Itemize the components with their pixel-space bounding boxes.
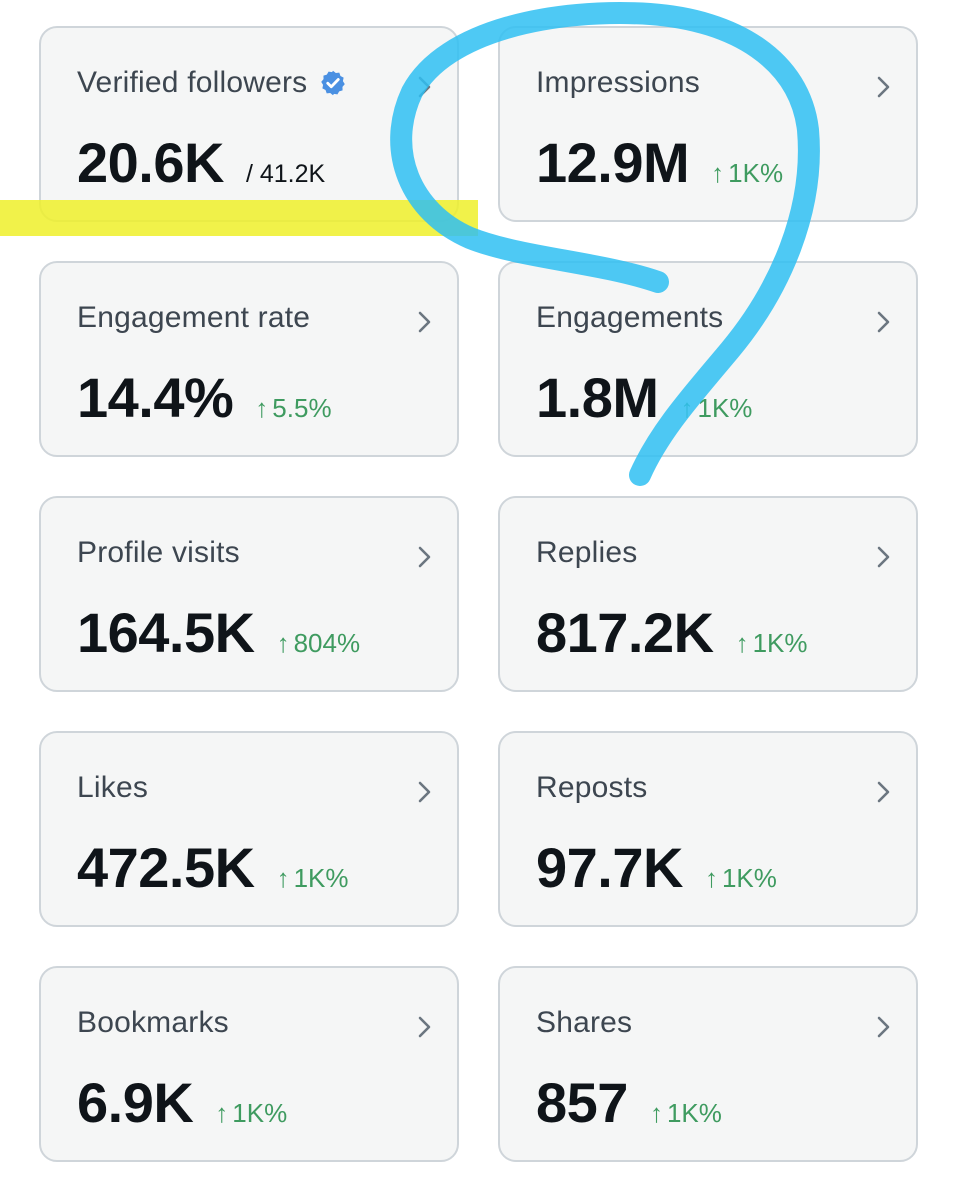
value-row: 6.9K ↑ 1K% — [77, 1070, 287, 1135]
value-row: 472.5K ↑ 1K% — [77, 835, 349, 900]
arrow-up-icon: ↑ — [276, 628, 290, 658]
metric-value: 817.2K — [536, 601, 714, 664]
chevron-right-icon — [418, 781, 431, 803]
card-title: Profile visits — [77, 536, 240, 569]
card-title: Engagements — [536, 301, 724, 334]
metric-delta: ↑ 1K% — [649, 1098, 722, 1128]
chevron-right-icon — [877, 76, 890, 98]
metric-delta: ↑ 1K% — [276, 863, 349, 893]
chevron-right-icon — [877, 1016, 890, 1038]
card-likes[interactable]: Likes 472.5K ↑ 1K% — [39, 731, 459, 927]
card-title: Engagement rate — [77, 301, 311, 334]
metric-delta: ↑ 5.5% — [255, 393, 332, 423]
metric-total: / 41.2K — [245, 160, 326, 188]
arrow-up-icon: ↑ — [215, 1098, 229, 1128]
card-verified-followers[interactable]: Verified followers 20.6K / 41.2K — [39, 26, 459, 222]
arrow-up-icon: ↑ — [711, 158, 725, 188]
chevron-right-icon — [418, 1016, 431, 1038]
card-title: Shares — [536, 1006, 633, 1039]
card-engagements[interactable]: Engagements 1.8M ↑ 1K% — [498, 261, 918, 457]
metric-value: 164.5K — [77, 601, 255, 664]
card-reposts[interactable]: Reposts 97.7K ↑ 1K% — [498, 731, 918, 927]
arrow-up-icon: ↑ — [735, 628, 749, 658]
card-title: Impressions — [536, 66, 700, 99]
chevron-right-icon — [418, 76, 431, 98]
card-title: Likes — [77, 771, 149, 804]
value-row: 1.8M ↑ 1K% — [536, 365, 752, 430]
metric-delta: ↑ 1K% — [735, 628, 808, 658]
metric-delta: ↑ 1K% — [680, 393, 753, 423]
chevron-right-icon — [877, 781, 890, 803]
metric-value: 6.9K — [77, 1071, 194, 1134]
metric-value: 14.4% — [77, 366, 234, 429]
value-row: 97.7K ↑ 1K% — [536, 835, 777, 900]
card-title: Replies — [536, 536, 638, 569]
metric-value: 1.8M — [536, 366, 659, 429]
arrow-up-icon: ↑ — [255, 393, 269, 423]
chevron-right-icon — [418, 311, 431, 333]
metric-value: 857 — [536, 1071, 628, 1134]
metric-value: 12.9M — [536, 131, 690, 194]
metric-value: 97.7K — [536, 836, 683, 899]
card-engagement-rate[interactable]: Engagement rate 14.4% ↑ 5.5% — [39, 261, 459, 457]
metric-delta: ↑ 804% — [276, 628, 361, 658]
card-title: Verified followers — [77, 66, 347, 100]
card-impressions[interactable]: Impressions 12.9M ↑ 1K% — [498, 26, 918, 222]
value-row: 14.4% ↑ 5.5% — [77, 365, 332, 430]
metric-delta: ↑ 1K% — [704, 863, 777, 893]
card-title: Reposts — [536, 771, 648, 804]
arrow-up-icon: ↑ — [704, 863, 718, 893]
card-replies[interactable]: Replies 817.2K ↑ 1K% — [498, 496, 918, 692]
verified-badge-icon — [321, 70, 346, 96]
card-bookmarks[interactable]: Bookmarks 6.9K ↑ 1K% — [39, 966, 459, 1162]
chevron-right-icon — [418, 546, 431, 568]
value-row: 164.5K ↑ 804% — [77, 600, 360, 665]
metric-value: 20.6K — [77, 131, 224, 194]
value-row: 857 ↑ 1K% — [536, 1070, 722, 1135]
chevron-right-icon — [877, 311, 890, 333]
arrow-up-icon: ↑ — [680, 393, 694, 423]
card-shares[interactable]: Shares 857 ↑ 1K% — [498, 966, 918, 1162]
chevron-right-icon — [877, 546, 890, 568]
metric-value: 472.5K — [77, 836, 255, 899]
value-row: 817.2K ↑ 1K% — [536, 600, 808, 665]
metric-delta: ↑ 1K% — [711, 158, 784, 188]
card-title: Bookmarks — [77, 1006, 229, 1039]
metric-delta: ↑ 1K% — [215, 1098, 288, 1128]
arrow-up-icon: ↑ — [276, 863, 290, 893]
arrow-up-icon: ↑ — [649, 1098, 663, 1128]
value-row: 12.9M ↑ 1K% — [536, 130, 783, 195]
card-profile-visits[interactable]: Profile visits 164.5K ↑ 804% — [39, 496, 459, 692]
value-row: 20.6K / 41.2K — [77, 130, 325, 195]
